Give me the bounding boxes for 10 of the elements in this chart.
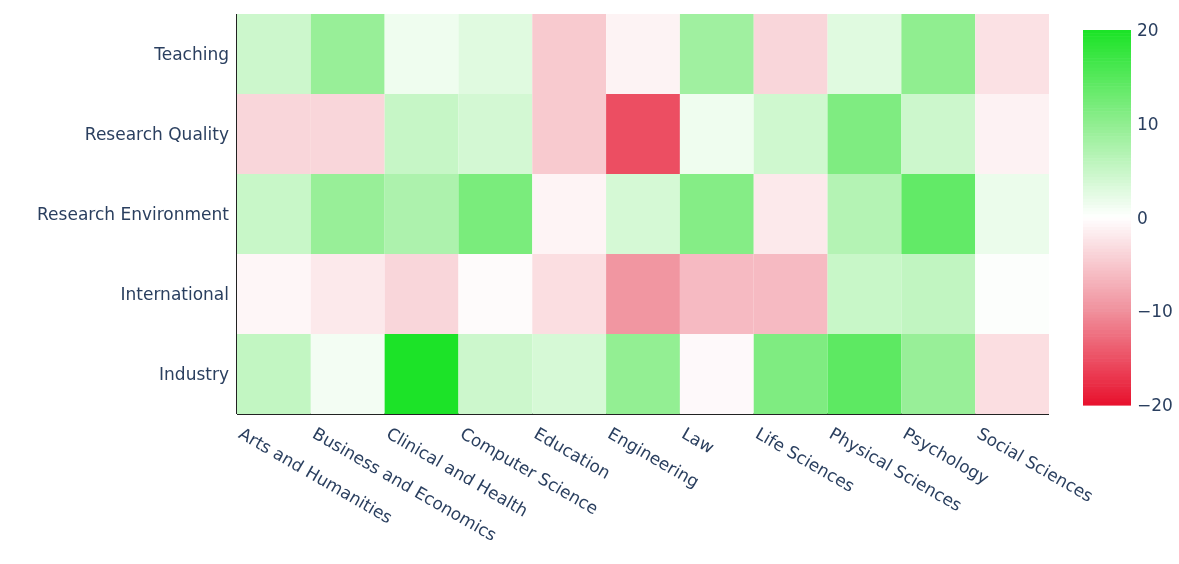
color-bar-label: 0 <box>1137 207 1148 228</box>
color-bar-label: −10 <box>1137 301 1173 322</box>
color-bar-label: 10 <box>1137 113 1159 134</box>
y-tick-label: Research Environment <box>37 204 230 225</box>
y-tick-label: Research Quality <box>84 124 229 145</box>
color-bar-label: 20 <box>1137 20 1159 40</box>
y-tick-label: Industry <box>159 364 229 385</box>
y-tick-label: International <box>120 284 229 305</box>
y-tick-label: Teaching <box>153 44 229 65</box>
color-bar-label: −20 <box>1137 395 1173 415</box>
